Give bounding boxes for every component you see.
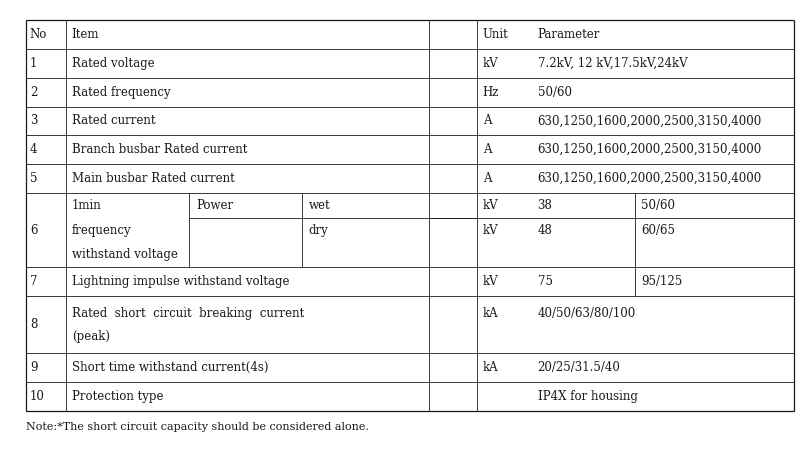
Text: 3: 3 — [30, 114, 37, 128]
Text: Branch busbar Rated current: Branch busbar Rated current — [72, 143, 247, 156]
Text: 10: 10 — [30, 390, 44, 403]
Text: 60/65: 60/65 — [641, 223, 675, 237]
Text: A: A — [483, 172, 492, 185]
Text: kA: kA — [483, 361, 498, 374]
Text: 630,1250,1600,2000,2500,3150,4000: 630,1250,1600,2000,2500,3150,4000 — [538, 114, 762, 128]
Text: Rated  short  circuit  breaking  current: Rated short circuit breaking current — [72, 307, 304, 320]
Text: 38: 38 — [538, 198, 552, 212]
Text: 6: 6 — [30, 223, 37, 237]
Text: 50/60: 50/60 — [538, 86, 571, 99]
Text: wet: wet — [309, 198, 330, 212]
Text: Protection type: Protection type — [72, 390, 164, 403]
Text: 9: 9 — [30, 361, 37, 374]
Text: No: No — [30, 28, 48, 41]
Text: Rated voltage: Rated voltage — [72, 57, 155, 70]
Text: 630,1250,1600,2000,2500,3150,4000: 630,1250,1600,2000,2500,3150,4000 — [538, 172, 762, 185]
Text: Parameter: Parameter — [538, 28, 600, 41]
Text: 630,1250,1600,2000,2500,3150,4000: 630,1250,1600,2000,2500,3150,4000 — [538, 143, 762, 156]
Text: A: A — [483, 114, 492, 128]
Text: 7.2kV, 12 kV,17.5kV,24kV: 7.2kV, 12 kV,17.5kV,24kV — [538, 57, 688, 70]
Text: Rated frequency: Rated frequency — [72, 86, 170, 99]
Text: 7: 7 — [30, 275, 37, 288]
Text: 48: 48 — [538, 223, 552, 237]
Text: (peak): (peak) — [72, 330, 110, 343]
Text: frequency: frequency — [72, 223, 131, 237]
Text: 75: 75 — [538, 275, 553, 288]
Text: kV: kV — [483, 223, 498, 237]
Text: 20/25/31.5/40: 20/25/31.5/40 — [538, 361, 621, 374]
Text: 5: 5 — [30, 172, 37, 185]
Text: 4: 4 — [30, 143, 37, 156]
Text: Short time withstand current(4s): Short time withstand current(4s) — [72, 361, 268, 374]
Text: 50/60: 50/60 — [641, 198, 675, 212]
Text: kV: kV — [483, 57, 498, 70]
Text: IP4X for housing: IP4X for housing — [538, 390, 638, 403]
Text: Rated current: Rated current — [72, 114, 156, 128]
Text: kV: kV — [483, 198, 498, 212]
Text: kV: kV — [483, 275, 498, 288]
Text: 95/125: 95/125 — [641, 275, 682, 288]
Text: A: A — [483, 143, 492, 156]
Text: 2: 2 — [30, 86, 37, 99]
Text: 1: 1 — [30, 57, 37, 70]
Text: withstand voltage: withstand voltage — [72, 248, 177, 262]
Text: 40/50/63/80/100: 40/50/63/80/100 — [538, 307, 636, 320]
Text: Item: Item — [72, 28, 99, 41]
Text: 1min: 1min — [72, 198, 102, 212]
Text: kA: kA — [483, 307, 498, 320]
Text: Hz: Hz — [483, 86, 499, 99]
Text: dry: dry — [309, 223, 329, 237]
Text: Power: Power — [196, 198, 233, 212]
Text: Unit: Unit — [483, 28, 509, 41]
Text: Note:*The short circuit capacity should be considered alone.: Note:*The short circuit capacity should … — [26, 422, 368, 432]
Text: 8: 8 — [30, 318, 37, 331]
Text: Main busbar Rated current: Main busbar Rated current — [72, 172, 235, 185]
Text: Lightning impulse withstand voltage: Lightning impulse withstand voltage — [72, 275, 289, 288]
